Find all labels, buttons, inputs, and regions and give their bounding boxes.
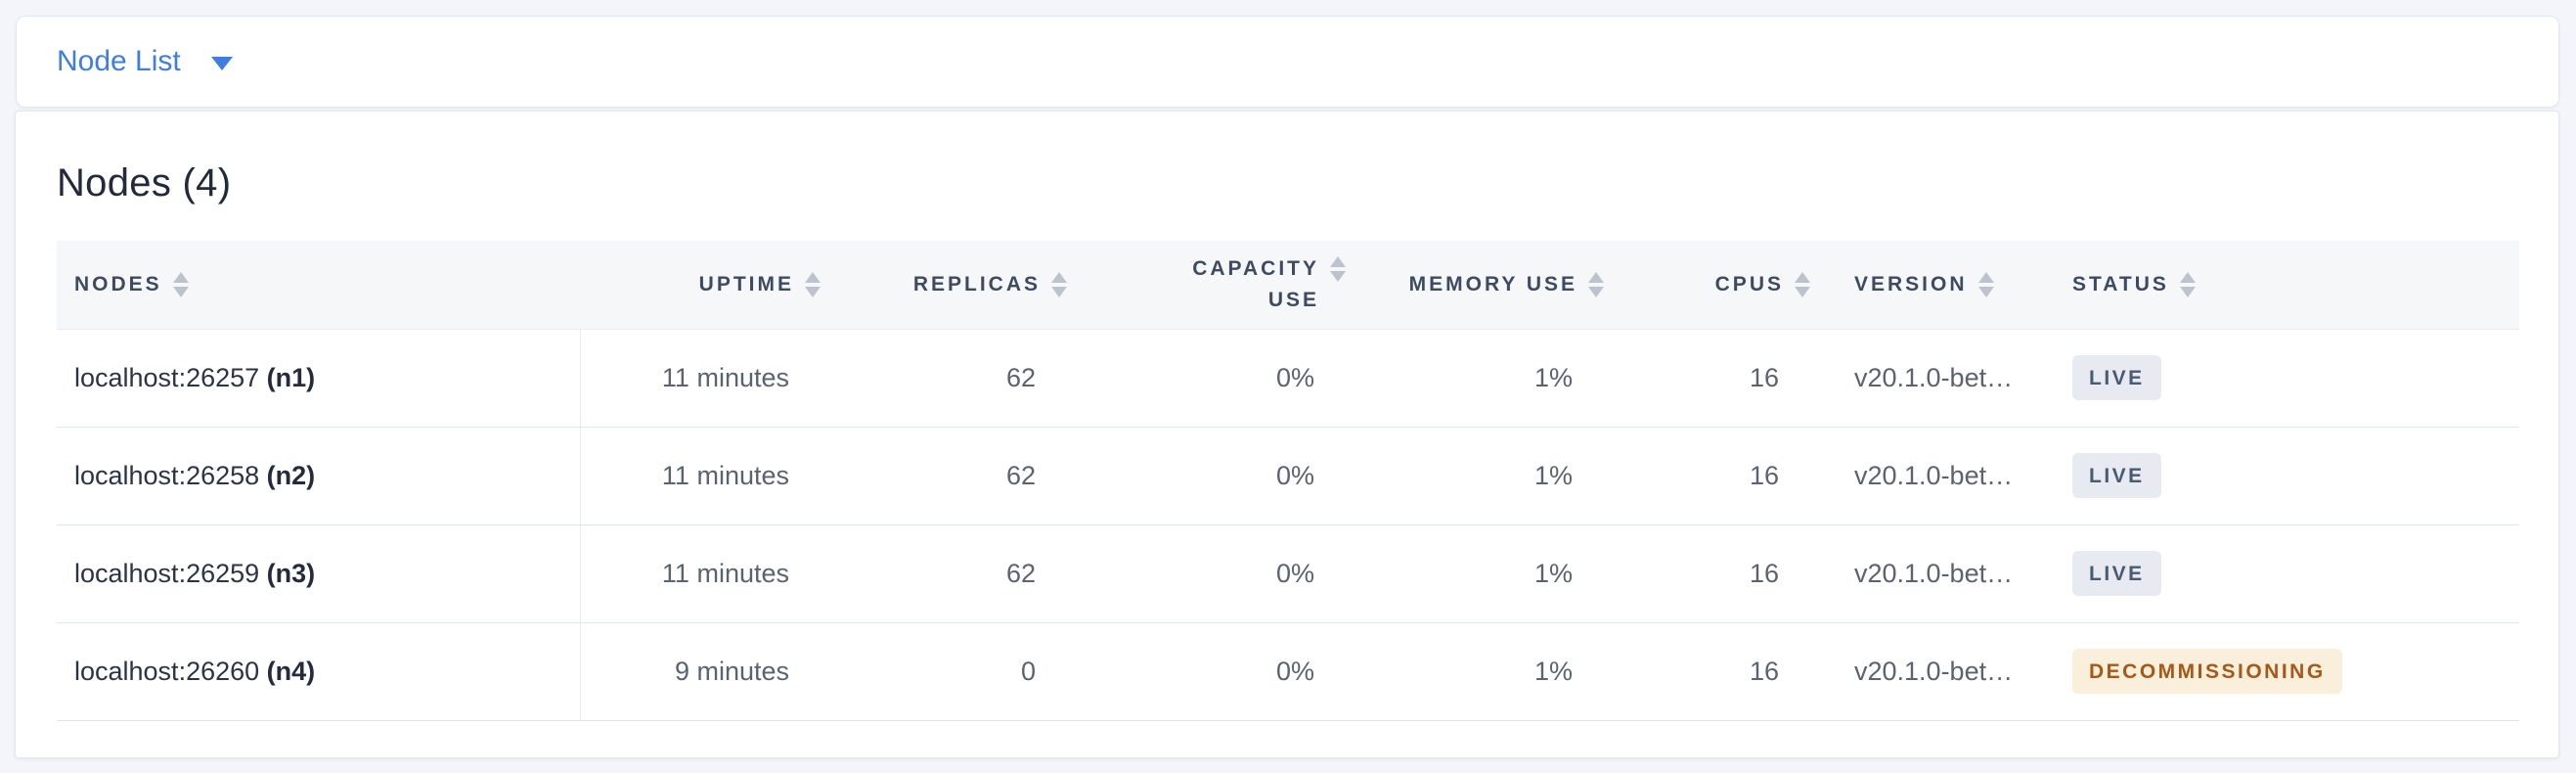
status-badge: LIVE bbox=[2072, 355, 2161, 400]
column-header-capacity-use[interactable]: CAPACITY USE bbox=[1091, 241, 1370, 330]
cpus-cell: 16 bbox=[1624, 427, 1830, 525]
column-header-uptime-label: UPTIME bbox=[698, 272, 794, 296]
version-cell: v20.1.0-bet… bbox=[1830, 622, 2045, 721]
node-list-dropdown-label: Node List bbox=[57, 45, 181, 77]
node-row[interactable]: localhost:26258 (n2) 11 minutes 62 0% 1%… bbox=[57, 427, 2519, 525]
uptime-cell: 11 minutes bbox=[580, 427, 842, 525]
status-cell: LIVE bbox=[2045, 427, 2519, 525]
sort-icon bbox=[805, 271, 821, 297]
column-header-status-label: STATUS bbox=[2072, 272, 2169, 296]
column-header-uptime[interactable]: UPTIME bbox=[580, 241, 842, 330]
replicas-cell: 62 bbox=[842, 427, 1091, 525]
node-id: (n4) bbox=[266, 656, 316, 686]
node-id: (n1) bbox=[266, 362, 316, 392]
memory-use-cell: 1% bbox=[1370, 427, 1624, 525]
sort-icon bbox=[1051, 271, 1067, 297]
column-header-version-label: VERSION bbox=[1854, 272, 1968, 296]
version-cell: v20.1.0-bet… bbox=[1830, 427, 2045, 525]
uptime-cell: 11 minutes bbox=[580, 524, 842, 623]
column-header-cpus[interactable]: CPUS bbox=[1624, 241, 1830, 330]
column-header-version[interactable]: VERSION bbox=[1830, 241, 2045, 330]
column-header-status[interactable]: STATUS bbox=[2045, 241, 2519, 330]
node-row[interactable]: localhost:26260 (n4) 9 minutes 0 0% 1% 1… bbox=[57, 622, 2519, 721]
nodes-panel: Nodes (4) NODES UPTIME bbox=[15, 111, 2559, 758]
capacity-use-cell: 0% bbox=[1091, 622, 1370, 721]
sort-icon bbox=[172, 271, 189, 297]
version-cell: v20.1.0-bet… bbox=[1830, 524, 2045, 623]
node-address-cell[interactable]: localhost:26258 (n2) bbox=[57, 427, 581, 525]
node-address-cell[interactable]: localhost:26260 (n4) bbox=[57, 622, 581, 721]
sort-icon bbox=[1977, 271, 1994, 297]
replicas-cell: 62 bbox=[842, 524, 1091, 623]
sort-icon bbox=[1330, 256, 1346, 283]
node-row[interactable]: localhost:26259 (n3) 11 minutes 62 0% 1%… bbox=[57, 524, 2519, 623]
cpus-cell: 16 bbox=[1624, 329, 1830, 428]
memory-use-cell: 1% bbox=[1370, 524, 1624, 623]
node-list-dropdown[interactable]: Node List bbox=[57, 47, 233, 76]
node-address: localhost:26259 bbox=[74, 558, 260, 588]
capacity-use-cell: 0% bbox=[1091, 427, 1370, 525]
page-title: Nodes (4) bbox=[57, 161, 232, 205]
replicas-cell: 0 bbox=[842, 622, 1091, 721]
column-header-nodes[interactable]: NODES bbox=[57, 241, 580, 330]
status-cell: LIVE bbox=[2045, 329, 2519, 428]
node-address: localhost:26258 bbox=[74, 460, 260, 490]
uptime-cell: 11 minutes bbox=[580, 329, 842, 428]
memory-use-cell: 1% bbox=[1370, 329, 1624, 428]
sort-icon bbox=[1588, 271, 1604, 297]
sort-icon bbox=[1795, 271, 1810, 297]
node-address: localhost:26257 bbox=[74, 362, 260, 392]
table-header-row: NODES UPTIME REPLICAS bbox=[57, 241, 2519, 330]
status-badge: LIVE bbox=[2072, 453, 2161, 498]
node-id: (n3) bbox=[266, 558, 316, 588]
uptime-cell: 9 minutes bbox=[580, 622, 842, 721]
column-header-nodes-label: NODES bbox=[74, 272, 162, 296]
node-row[interactable]: localhost:26257 (n1) 11 minutes 62 0% 1%… bbox=[57, 329, 2519, 428]
capacity-use-cell: 0% bbox=[1091, 329, 1370, 428]
column-header-cpus-label: CPUS bbox=[1714, 272, 1784, 296]
node-address-cell[interactable]: localhost:26257 (n1) bbox=[57, 329, 581, 428]
status-badge: LIVE bbox=[2072, 551, 2161, 596]
chevron-down-icon bbox=[210, 57, 233, 70]
status-cell: DECOMMISSIONING bbox=[2045, 622, 2519, 721]
column-header-replicas-label: REPLICAS bbox=[912, 272, 1041, 296]
cpus-cell: 16 bbox=[1624, 524, 1830, 623]
sort-icon bbox=[2179, 271, 2196, 297]
column-header-memory-use-label: MEMORY USE bbox=[1408, 272, 1577, 296]
column-header-replicas[interactable]: REPLICAS bbox=[842, 241, 1091, 330]
capacity-use-cell: 0% bbox=[1091, 524, 1370, 623]
memory-use-cell: 1% bbox=[1370, 622, 1624, 721]
node-address: localhost:26260 bbox=[74, 656, 260, 686]
version-cell: v20.1.0-bet… bbox=[1830, 329, 2045, 428]
status-cell: LIVE bbox=[2045, 524, 2519, 623]
node-id: (n2) bbox=[266, 460, 316, 490]
view-selector-bar: Node List bbox=[16, 16, 2559, 108]
column-header-capacity-use-label: CAPACITY USE bbox=[1192, 257, 1319, 311]
status-badge: DECOMMISSIONING bbox=[2072, 649, 2342, 694]
replicas-cell: 62 bbox=[842, 329, 1091, 428]
node-address-cell[interactable]: localhost:26259 (n3) bbox=[57, 524, 581, 623]
nodes-table: NODES UPTIME REPLICAS bbox=[57, 241, 2519, 721]
cpus-cell: 16 bbox=[1624, 622, 1830, 721]
column-header-memory-use[interactable]: MEMORY USE bbox=[1370, 241, 1624, 330]
